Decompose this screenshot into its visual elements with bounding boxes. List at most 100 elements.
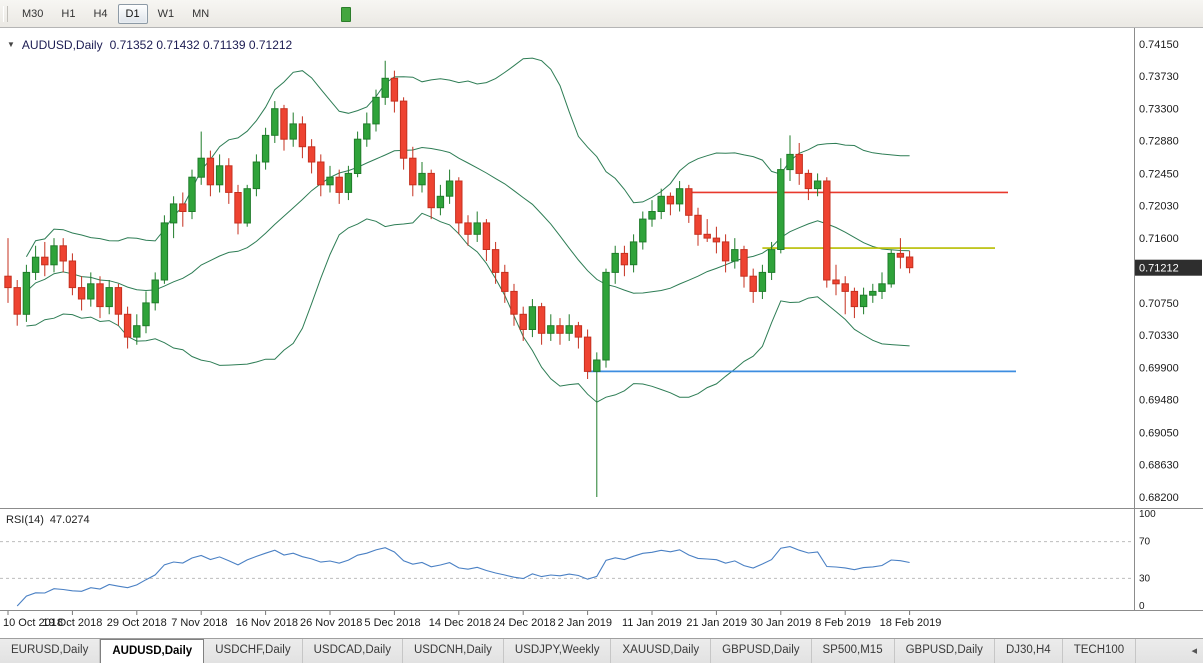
candle-body [611,252,619,273]
candle-body [215,165,224,186]
period-button-h1[interactable]: H1 [53,4,83,24]
chart-tab-usdcnh-daily-4[interactable]: USDCNH,Daily [403,639,504,663]
candle-body [41,256,49,266]
candle-body [859,294,868,308]
candle-body [767,249,776,273]
chart-tab-audusd-daily-1[interactable]: AUDUSD,Daily [100,639,205,663]
candle-body [114,287,123,315]
candle-body [372,96,380,125]
candle-body [905,256,914,269]
candle-body [501,271,509,292]
chart-tab-usdchf-daily-2[interactable]: USDCHF,Daily [204,639,303,663]
candle-body [243,188,251,224]
candle-body [427,172,435,209]
price-axis-label: 0.69480 [1139,395,1179,407]
rsi-axis-label: 70 [1139,537,1151,548]
candle-body [712,237,721,243]
candle-body [721,241,730,262]
chart-tabbar: EURUSD,Daily AUDUSD,Daily USDCHF,Daily USDC… [0,638,1203,663]
rsi-value: 47.0274 [49,514,90,526]
candle-body [813,180,822,190]
chart-title: ▼ AUDUSD,Daily 0.71352 0.71432 0.71139 0… [7,38,292,52]
period-toolbar: M30 H1 H4 D1 W1 MN [0,0,1203,28]
candle-body [565,325,573,334]
candle-body [169,203,178,224]
candle-body [390,77,399,102]
price-badge [1135,259,1202,276]
chart-window: 0.74150 0.73730 0.73300 0.72880 0.72450 0.720… [0,28,1203,638]
candle-body [887,252,895,285]
candle-body [602,271,610,361]
candle-body [68,260,77,289]
candle-body [675,188,684,205]
candle-body [841,283,849,292]
candle-body [528,306,537,331]
period-button-mn[interactable]: MN [184,4,217,24]
date-axis-label: 26 Nov 2018 [300,617,362,629]
tab-scroll-left-icon[interactable]: ◂ [1191,645,1197,657]
candle-body [363,123,371,140]
date-axis-label: 21 Jan 2019 [686,617,747,629]
date-axis-label: 7 Nov 2018 [171,617,227,629]
candle-body [547,325,555,334]
candle-body [206,157,215,186]
chart-canvas[interactable]: 0.74150 0.73730 0.73300 0.72880 0.72450 0.720… [0,28,1203,638]
candle-body [703,233,711,239]
candle-body [289,123,297,140]
candle-body [418,172,426,186]
chevron-down-icon[interactable]: ▼ [7,40,15,49]
period-button-d1[interactable]: D1 [117,3,148,24]
price-axis-label: 0.68200 [1139,492,1179,504]
candle-body [151,279,159,304]
chart-tab-gbpusd-daily-7[interactable]: GBPUSD,Daily [711,639,812,663]
candle-body [896,252,905,258]
symbol-ohlc: 0.71352 0.71432 0.71139 0.71212 [109,38,293,52]
candle-body [777,169,785,251]
candle-body [307,146,316,163]
price-axis-label: 0.72030 [1139,200,1179,212]
price-axis-label: 0.72450 [1139,168,1179,180]
date-axis-label: 29 Oct 2018 [107,617,167,629]
rsi-axis-label: 100 [1139,509,1156,520]
chart-tab-dj30-h4-10[interactable]: DJ30,H4 [995,639,1063,663]
period-button-m30[interactable]: M30 [14,4,51,24]
toolbar-grip-handle[interactable] [3,5,8,22]
period-button-w1[interactable]: W1 [150,4,183,24]
bollinger-middle-band [26,146,910,294]
candle-body [639,218,647,243]
candle-body [271,108,279,136]
candle-body [455,180,463,224]
date-axis-label: 8 Feb 2019 [815,617,871,629]
chart-tab-usdjpy-weekly-5[interactable]: USDJPY,Weekly [504,639,612,663]
price-badge-value: 0.71212 [1139,263,1179,275]
candle-body [280,108,288,140]
period-button-h4[interactable]: H4 [85,4,115,24]
chart-tab-sp500-m15-8[interactable]: SP500,M15 [812,639,895,663]
candle-body [657,195,665,213]
symbol-name: AUDUSD,Daily [21,38,103,52]
candle-body [464,222,472,235]
chart-tab-gbpusd-daily-9[interactable]: GBPUSD,Daily [895,639,995,663]
date-axis-label: 5 Dec 2018 [364,617,420,629]
date-axis-label: 30 Jan 2019 [751,617,812,629]
date-axis-label: 11 Jan 2019 [622,617,682,629]
date-axis-label: 18 Feb 2019 [880,617,942,629]
candle-body [234,192,242,224]
chart-tab-eurusd-daily-0[interactable]: EURUSD,Daily [0,639,101,663]
green-bar-icon[interactable] [341,7,351,22]
rsi-indicator-label: RSI(14) 47.0274 [6,514,90,526]
candle-body [31,256,40,273]
candle-body [491,249,500,273]
candle-body [583,336,592,372]
price-axis-label: 0.73730 [1139,71,1179,83]
candle-body [445,180,454,197]
chart-tab-tech100-11[interactable]: TECH100 [1063,639,1137,663]
candle-body [574,325,583,338]
candle-body [537,306,546,334]
price-axis-label: 0.69900 [1139,363,1179,375]
candle-body [326,176,334,186]
candle-body [878,283,886,292]
chart-tab-xauusd-daily-6[interactable]: XAUUSD,Daily [611,639,712,663]
chart-tab-usdcad-daily-3[interactable]: USDCAD,Daily [303,639,403,663]
candle-body [850,290,859,308]
